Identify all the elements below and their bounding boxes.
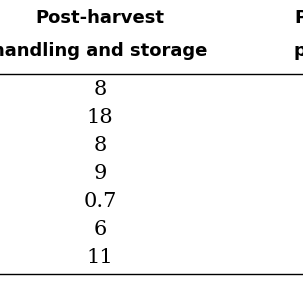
Text: 8: 8 — [93, 80, 107, 99]
Text: 9: 9 — [93, 164, 107, 183]
Text: handling and storage: handling and storage — [0, 42, 208, 60]
Text: Pro: Pro — [294, 9, 303, 27]
Text: Post-harvest: Post-harvest — [35, 9, 165, 27]
Text: 18: 18 — [87, 108, 113, 127]
Text: 8: 8 — [93, 136, 107, 155]
Text: 6: 6 — [93, 220, 107, 239]
Text: 11: 11 — [87, 248, 113, 267]
Text: 0.7: 0.7 — [83, 192, 117, 211]
Text: p: p — [294, 42, 303, 60]
